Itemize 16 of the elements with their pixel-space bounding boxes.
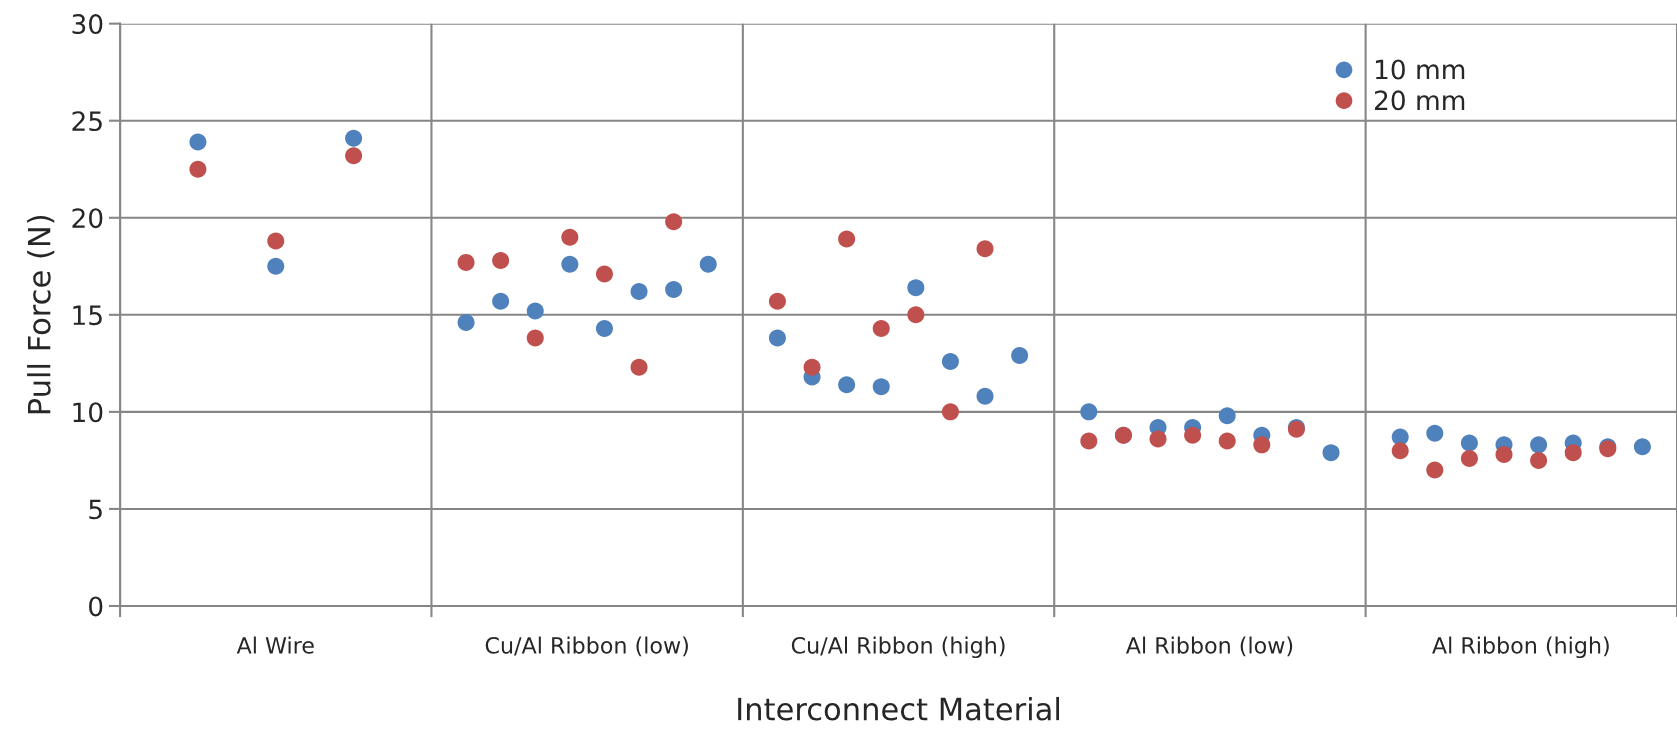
x-axis-title: Interconnect Material: [738, 696, 1060, 721]
y-tick-label: 25: [72, 111, 102, 132]
y-tick-label: 10: [73, 402, 103, 423]
y-tick-label: 15: [73, 305, 102, 326]
y-tick-label: 0: [89, 596, 103, 617]
y-tick-label: 5: [89, 499, 102, 520]
y-tick-label: 30: [72, 14, 103, 35]
x-tick-label: Al Wire: [236, 636, 314, 654]
y-tick-label: 20: [72, 208, 103, 229]
x-tick-label: Al Ribbon (high): [1432, 636, 1609, 659]
y-axis-title: Pull Force (N): [27, 215, 55, 414]
legend-label: 20 mm: [1374, 90, 1465, 111]
x-tick-label: Al Ribbon (low): [1125, 636, 1293, 657]
x-tick-label: Cu/Al Ribbon (high): [791, 636, 1005, 659]
x-tick-label: Cu/Al Ribbon (low): [485, 636, 688, 657]
legend-label: 10 mm: [1375, 59, 1465, 80]
